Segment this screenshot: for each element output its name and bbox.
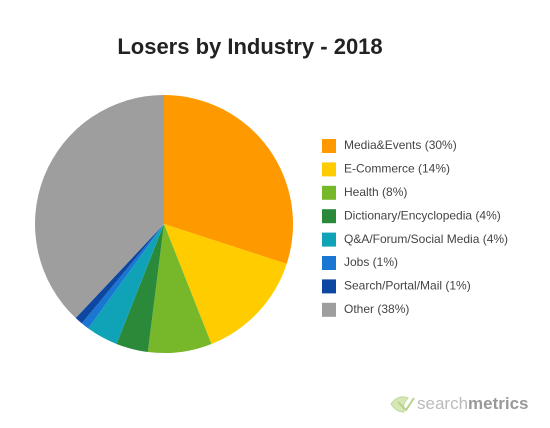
legend-swatch xyxy=(322,256,336,270)
legend-label: Media&Events (30%) xyxy=(344,138,457,152)
legend-label: Search/Portal/Mail (1%) xyxy=(344,279,471,293)
legend-label: Other (38%) xyxy=(344,302,409,316)
pie-slice xyxy=(164,95,293,264)
legend-swatch xyxy=(322,139,336,153)
pie-slice xyxy=(81,224,164,329)
legend-label: Q&A/Forum/Social Media (4%) xyxy=(344,232,508,246)
watermark-part: metrics xyxy=(468,394,528,413)
legend-label: Dictionary/Encyclopedia (4%) xyxy=(344,208,501,222)
legend-swatch xyxy=(322,279,336,294)
legend-label: Health (8%) xyxy=(344,185,407,199)
watermark-part: search xyxy=(417,394,468,413)
watermark: searchmetrics xyxy=(417,394,529,413)
legend-label: Jobs (1%) xyxy=(344,255,398,269)
logo-icon xyxy=(390,396,415,413)
legend-swatch xyxy=(322,209,336,224)
pie-slice xyxy=(116,224,164,352)
legend-swatch xyxy=(322,232,336,247)
legend-swatch xyxy=(322,185,336,200)
pie-slice xyxy=(164,224,287,344)
pie-slice xyxy=(34,95,165,319)
legend-swatch xyxy=(322,302,336,317)
pie-slice xyxy=(88,224,164,344)
pie-slice xyxy=(147,224,212,353)
chart-title: Losers by Industry - 2018 xyxy=(117,34,382,59)
legend-swatch xyxy=(322,162,336,177)
legend-label: E-Commerce (14%) xyxy=(344,162,450,176)
pie-slice xyxy=(75,224,164,324)
